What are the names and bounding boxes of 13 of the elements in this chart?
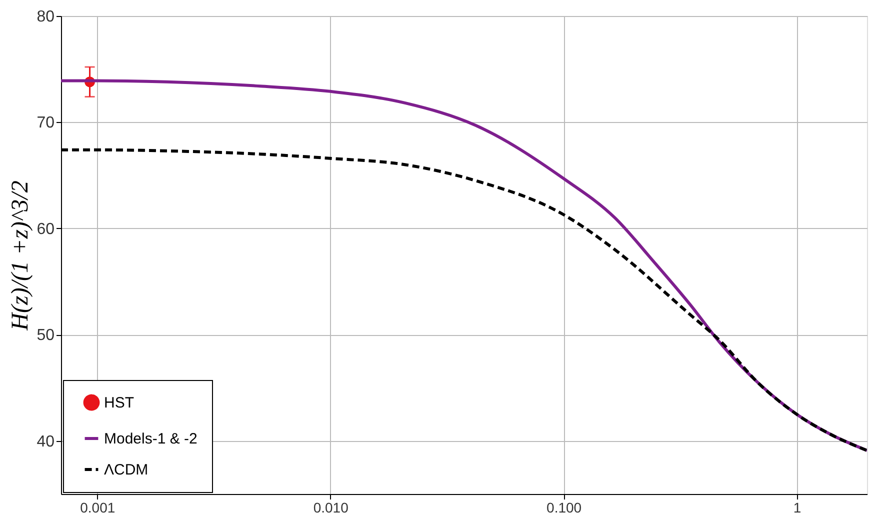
x-tick-label: 1 <box>793 500 802 516</box>
y-tick-label: 50 <box>36 327 55 344</box>
x-tick-label: 0.001 <box>80 500 116 516</box>
y-tick-label: 80 <box>36 8 55 26</box>
x-tick-label: 0.010 <box>313 500 349 516</box>
y-tick-label: 70 <box>36 114 55 132</box>
x-tick-label: 0.100 <box>546 500 582 516</box>
legend-label: ΛCDM <box>104 462 148 478</box>
legend-label: HST <box>104 394 134 412</box>
legend-label: Models-1 & -2 <box>104 430 198 448</box>
y-axis-title: H(z)/(1 +z)^3/2 <box>8 180 34 332</box>
y-tick-label: 60 <box>36 220 55 238</box>
y-tick-label: 40 <box>36 433 55 450</box>
